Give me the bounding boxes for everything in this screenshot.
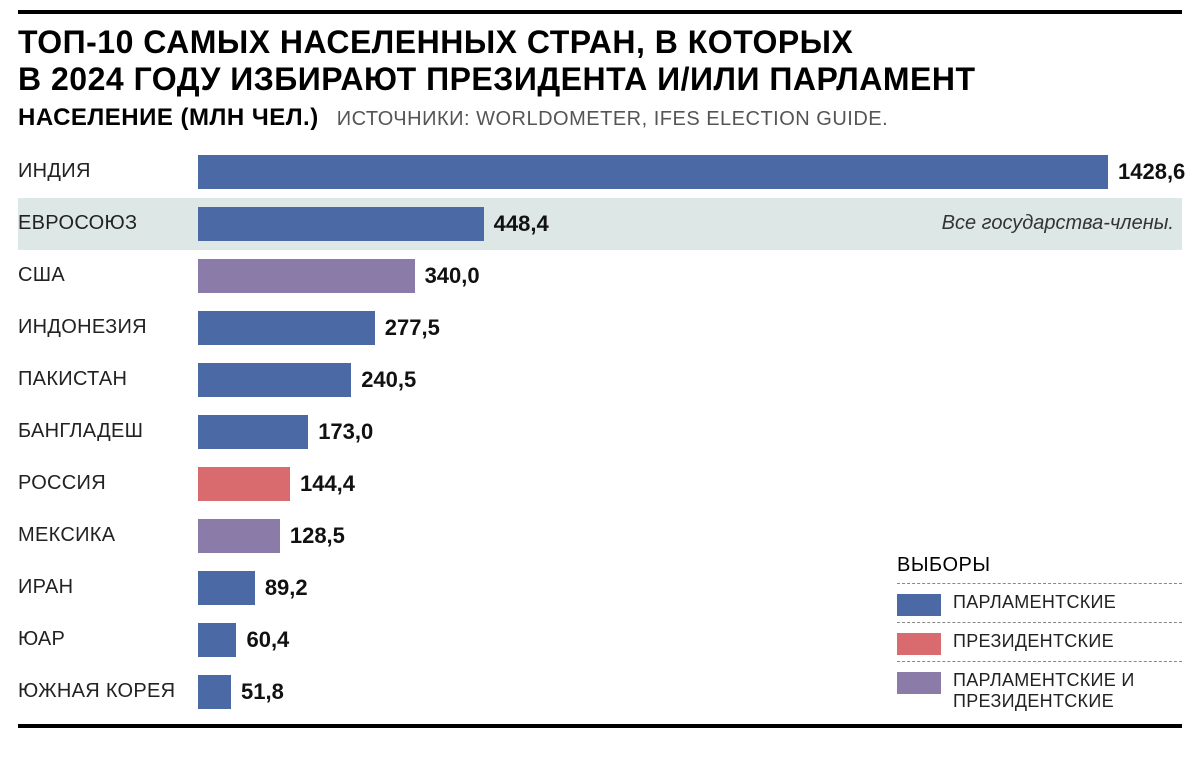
country-label: США [18,264,198,287]
bar-value: 277,5 [385,315,440,341]
bar [198,155,1108,189]
bar-value: 60,4 [246,627,289,653]
country-label: ЮЖНАЯ КОРЕЯ [18,680,198,703]
bar [198,363,351,397]
legend-item: ПАРЛАМЕНТСКИЕ [897,583,1182,622]
country-label: ИНДИЯ [18,160,198,183]
legend-swatch [897,594,941,616]
bar-area: 340,0 [198,250,1182,302]
legend-label: ПРЕЗИДЕНТСКИЕ [953,631,1114,652]
legend-label: ПАРЛАМЕНТСКИЕ И ПРЕЗИДЕНТСКИЕ [953,670,1182,711]
bar [198,415,308,449]
bar-row: ЕВРОСОЮЗ 448,4 Все государства-члены. [18,198,1182,250]
bar [198,623,236,657]
row-note: Все государства-члены. [942,212,1174,235]
bar-value: 128,5 [290,523,345,549]
chart-sources: ИСТОЧНИКИ: WORLDOMETER, IFES ELECTION GU… [337,108,888,131]
country-label: ИНДОНЕЗИЯ [18,316,198,339]
bar-area: 144,4 [198,458,1182,510]
bar-area: 277,5 [198,302,1182,354]
bar [198,675,231,709]
legend-swatch [897,672,941,694]
legend-item: ПАРЛАМЕНТСКИЕ И ПРЕЗИДЕНТСКИЕ [897,661,1182,717]
country-label: ИРАН [18,576,198,599]
top-rule [18,10,1182,14]
chart-title-line1: ТОП-10 САМЫХ НАСЕЛЕННЫХ СТРАН, В КОТОРЫХ [18,24,1182,61]
bar [198,207,484,241]
country-label: ЮАР [18,628,198,651]
bar-row: БАНГЛАДЕШ 173,0 [18,406,1182,458]
country-label: МЕКСИКА [18,524,198,547]
bar-area: 448,4 Все государства-члены. [198,198,1182,250]
legend-item: ПРЕЗИДЕНТСКИЕ [897,622,1182,661]
bar [198,467,290,501]
bar-value: 1428,6 [1118,159,1185,185]
bar-row: РОССИЯ 144,4 [18,458,1182,510]
bar-area: 173,0 [198,406,1182,458]
legend-swatch [897,633,941,655]
legend-title: ВЫБОРЫ [897,554,1182,577]
bar-value: 448,4 [494,211,549,237]
bar-row: США 340,0 [18,250,1182,302]
chart-container: ТОП-10 САМЫХ НАСЕЛЕННЫХ СТРАН, В КОТОРЫХ… [0,0,1200,763]
legend-label: ПАРЛАМЕНТСКИЕ [953,592,1116,613]
bar-value: 51,8 [241,679,284,705]
bar-value: 240,5 [361,367,416,393]
bar-value: 340,0 [425,263,480,289]
bar [198,311,375,345]
subtitle-row: НАСЕЛЕНИЕ (МЛН ЧЕЛ.) ИСТОЧНИКИ: WORLDOME… [18,104,1182,132]
bar-value: 144,4 [300,471,355,497]
bar-row: ПАКИСТАН 240,5 [18,354,1182,406]
country-label: РОССИЯ [18,472,198,495]
legend: ВЫБОРЫ ПАРЛАМЕНТСКИЕ ПРЕЗИДЕНТСКИЕ ПАРЛАМЕ… [897,554,1182,717]
bar [198,571,255,605]
bar-chart: ИНДИЯ 1428,6 ЕВРОСОЮЗ 448,4 Все государства-… [18,146,1182,718]
bar [198,259,415,293]
bar-value: 173,0 [318,419,373,445]
chart-subtitle: НАСЕЛЕНИЕ (МЛН ЧЕЛ.) [18,104,319,132]
bar-area: 240,5 [198,354,1182,406]
bar-value: 89,2 [265,575,308,601]
bar [198,519,280,553]
country-label: ЕВРОСОЮЗ [18,212,198,235]
bar-row: ИНДИЯ 1428,6 [18,146,1182,198]
chart-title-line2: В 2024 ГОДУ ИЗБИРАЮТ ПРЕЗИДЕНТА И/ИЛИ ПА… [18,61,1182,98]
country-label: БАНГЛАДЕШ [18,420,198,443]
bar-area: 1428,6 [198,146,1185,198]
bar-row: ИНДОНЕЗИЯ 277,5 [18,302,1182,354]
country-label: ПАКИСТАН [18,368,198,391]
bottom-rule [18,724,1182,728]
